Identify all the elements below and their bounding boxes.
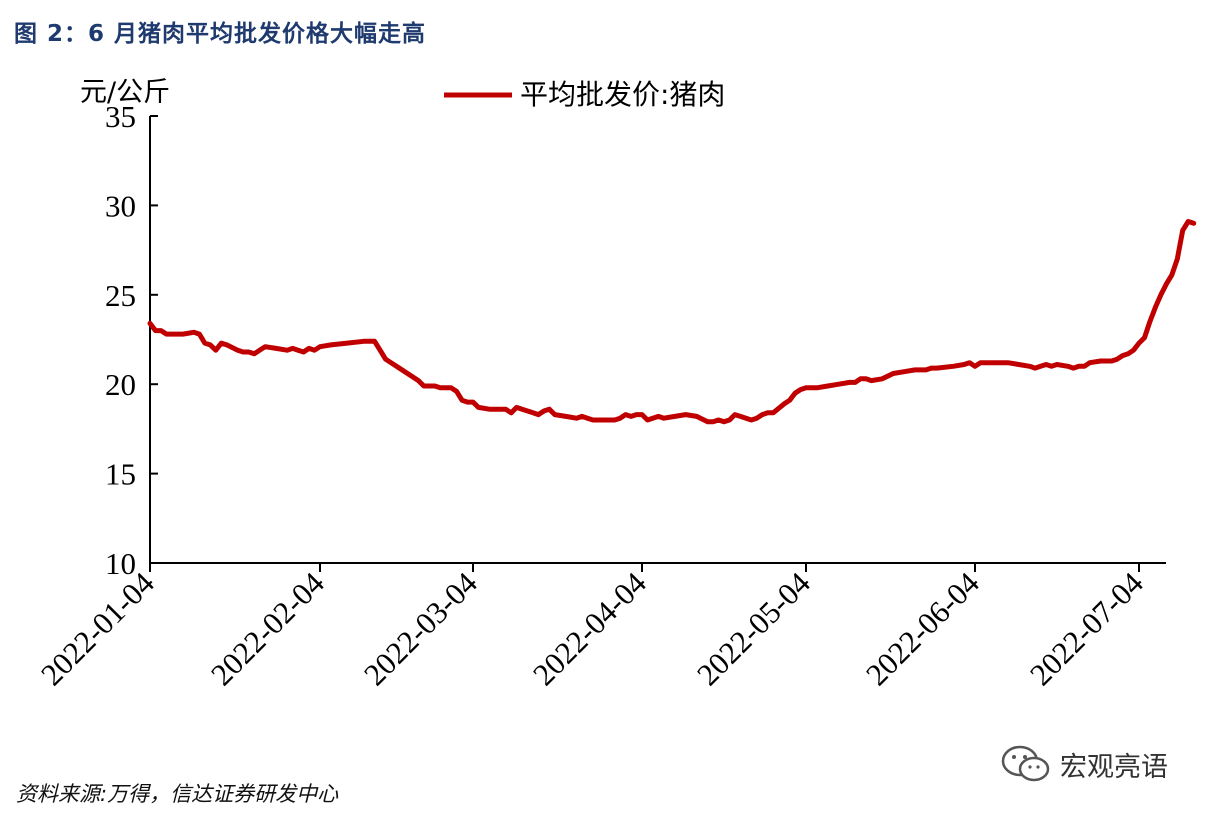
y-tick-label: 30 [105,188,136,223]
y-tick-label: 10 [105,546,136,581]
y-axis-unit-label: 元/公斤 [80,77,170,108]
watermark-text: 宏观亮语 [1060,751,1168,783]
source-note: 资料来源:万得，信达证券研发中心 [16,782,339,806]
y-tick-label: 15 [105,457,136,492]
x-axis: 2022-01-04 2022-02-04 2022-03-04 2022-04-04… [34,563,1150,692]
legend: 平均批发价:猪肉 [444,78,725,111]
wechat-icon [1001,745,1050,782]
x-tick-label: 2022-01-04 [34,565,161,692]
watermark: 宏观亮语 [1000,744,1168,784]
x-tick-label: 2022-02-04 [204,565,331,692]
x-tick-label: 2022-04-04 [526,565,653,692]
x-tick-label: 2022-06-04 [859,565,986,692]
x-tick-label: 2022-03-04 [357,565,484,692]
y-axis: 10 15 20 25 30 35 [105,99,158,581]
x-tick-label: 2022-07-04 [1023,565,1150,692]
y-tick-label: 35 [105,99,136,134]
series-layer [147,219,1197,425]
figure-title: 图 2：6 月猪肉平均批发价格大幅走高 [14,21,427,47]
legend-label: 平均批发价:猪肉 [520,78,725,111]
x-tick-label: 2022-05-04 [690,565,817,692]
y-tick-label: 20 [105,367,136,402]
y-tick-label: 25 [105,278,136,313]
series-line-pork-wholesale-price [147,219,1197,425]
